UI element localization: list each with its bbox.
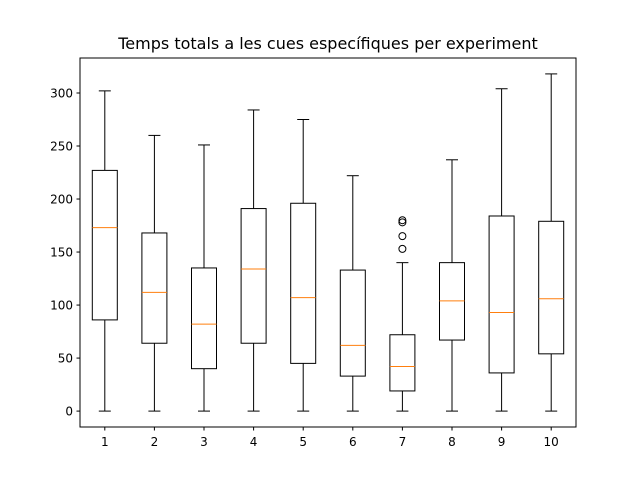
outlier-point xyxy=(398,218,407,227)
x-tick-label: 5 xyxy=(299,435,307,449)
y-tick-label: 300 xyxy=(50,86,73,100)
box-iqr xyxy=(389,334,416,392)
box-iqr xyxy=(290,202,317,364)
box-iqr xyxy=(339,269,366,377)
x-tick-label: 4 xyxy=(250,435,258,449)
y-tick-label: 250 xyxy=(50,139,73,153)
x-tick-label: 3 xyxy=(200,435,208,449)
box-iqr xyxy=(191,267,217,370)
y-tick-label: 100 xyxy=(50,298,73,312)
box-iqr xyxy=(439,262,465,341)
x-tick-label: 2 xyxy=(151,435,159,449)
x-tick-label: 1 xyxy=(101,435,109,449)
outlier-point xyxy=(398,232,407,241)
y-tick-label: 150 xyxy=(50,245,73,259)
chart-title: Temps totals a les cues específiques per… xyxy=(117,34,538,53)
box-iqr xyxy=(538,220,565,355)
y-tick-label: 200 xyxy=(50,192,73,206)
outlier-point xyxy=(398,216,407,225)
box-iqr xyxy=(91,169,118,321)
x-tick-label: 7 xyxy=(399,435,407,449)
box-iqr xyxy=(141,232,168,344)
y-tick-label: 50 xyxy=(58,351,73,365)
axes-frame xyxy=(79,57,577,428)
y-tick-label: 0 xyxy=(65,404,73,418)
x-tick-label: 8 xyxy=(448,435,456,449)
x-tick-label: 10 xyxy=(544,435,559,449)
box-iqr xyxy=(240,208,267,344)
x-tick-label: 6 xyxy=(349,435,357,449)
plot-area: 0 50 100 150 200 250 300 1 2 3 4 5 6 7 8 9 10 xyxy=(50,73,565,449)
box-iqr xyxy=(488,215,515,374)
outlier-point xyxy=(398,244,407,253)
x-tick-label: 9 xyxy=(498,435,506,449)
